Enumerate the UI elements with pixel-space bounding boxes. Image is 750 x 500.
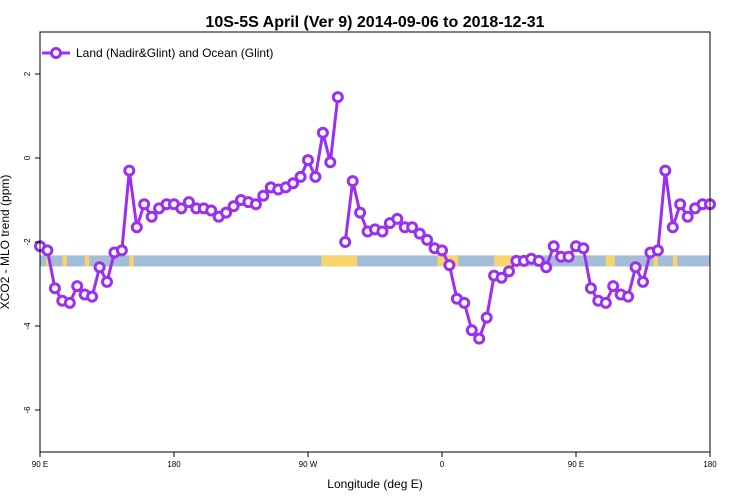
x-tick-label: 180 — [703, 460, 717, 469]
y-tick-label: -6 — [23, 406, 32, 414]
data-point — [41, 244, 54, 257]
data-point — [138, 198, 151, 211]
data-point — [421, 233, 434, 246]
data-point — [220, 206, 233, 219]
data-point — [294, 170, 307, 183]
plot-area — [34, 91, 716, 345]
plot-frame — [39, 31, 711, 453]
data-point — [257, 189, 270, 202]
data-point — [287, 177, 300, 190]
data-point — [532, 254, 545, 267]
x-axis: 90 E 180 90 W 0 90 E 180 — [32, 452, 717, 469]
data-point — [607, 280, 620, 293]
data-point — [130, 221, 143, 234]
legend-entry-label: Land (Nadir&Glint) and Ocean (Glint) — [76, 46, 273, 60]
data-point — [577, 242, 590, 255]
data-point — [465, 324, 478, 337]
legend-marker-swatch — [50, 47, 62, 59]
x-tick-label: 0 — [440, 460, 445, 469]
data-point — [93, 261, 106, 274]
land-band-segment — [129, 255, 134, 267]
chart-title: 10S-5S April (Ver 9) 2014-09-06 to 2018-… — [205, 14, 544, 31]
data-point — [302, 154, 314, 167]
data-point — [674, 198, 687, 211]
y-tick-label: -2 — [23, 238, 32, 246]
land-band-segment — [45, 255, 49, 267]
x-tick-label: 90 E — [568, 460, 584, 469]
legend: Land (Nadir&Glint) and Ocean (Glint) — [42, 46, 273, 60]
data-point — [473, 332, 486, 345]
data-point — [227, 200, 240, 213]
land-band-segment — [605, 255, 615, 267]
data-point — [376, 225, 389, 238]
data-point — [182, 196, 195, 209]
data-point — [458, 296, 471, 309]
data-point — [354, 206, 367, 219]
y-axis: 2 0 -2 -4 -6 — [23, 71, 40, 414]
y-axis-label: XCO2 - MLO trend (ppm) — [0, 175, 12, 310]
data-point — [309, 170, 322, 183]
data-point — [391, 212, 404, 225]
data-point — [637, 275, 649, 288]
data-point — [480, 311, 493, 324]
data-point — [101, 275, 113, 288]
ocean-band — [40, 255, 710, 267]
data-point — [629, 261, 642, 274]
data-point — [666, 221, 679, 234]
x-axis-label: Longitude (deg E) — [327, 477, 422, 491]
data-point — [346, 175, 359, 188]
data-point — [63, 296, 76, 309]
data-point — [48, 282, 61, 295]
data-point — [443, 259, 456, 272]
data-point — [205, 204, 218, 217]
data-point — [316, 126, 329, 139]
data-point — [562, 250, 575, 263]
y-tick-label: 0 — [23, 155, 32, 160]
land-band-segment — [62, 255, 67, 267]
x-tick-label: 180 — [167, 460, 181, 469]
data-point — [331, 91, 344, 104]
data-point — [115, 244, 128, 257]
data-point — [503, 265, 515, 278]
y-tick-label: 2 — [23, 71, 32, 76]
data-point — [406, 221, 419, 234]
data-point — [86, 290, 99, 303]
data-point — [540, 261, 553, 274]
data-point — [436, 244, 448, 257]
data-point — [339, 236, 352, 248]
data-point — [175, 202, 188, 215]
data-point — [413, 227, 426, 240]
data-point — [547, 240, 560, 253]
data-point — [324, 156, 337, 169]
land-band-segment — [84, 255, 90, 267]
data-point — [651, 244, 664, 257]
x-tick-label: 90 W — [299, 460, 318, 469]
data-point — [145, 210, 158, 223]
x-tick-label: 90 E — [32, 460, 48, 469]
land-band-segment — [653, 255, 658, 267]
data-point — [249, 198, 262, 211]
y-tick-label: -4 — [23, 322, 32, 330]
data-point — [622, 290, 635, 303]
data-point — [584, 282, 597, 295]
data-point — [599, 296, 612, 309]
data-point — [659, 164, 672, 177]
land-band-segment — [321, 255, 358, 267]
data-point — [123, 164, 136, 177]
data-point — [71, 280, 84, 293]
data-point — [681, 210, 694, 223]
land-band-segment — [672, 255, 678, 267]
data-point — [495, 271, 508, 284]
